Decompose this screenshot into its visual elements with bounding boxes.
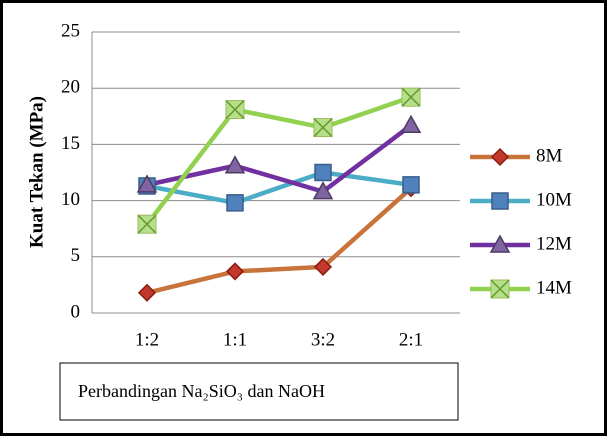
y-tick-label: 15 — [61, 133, 80, 154]
legend-label: 14M — [536, 277, 572, 298]
marker — [312, 181, 334, 200]
marker — [313, 118, 333, 138]
y-axis-label: Kuat Tekan (MPa) — [26, 96, 47, 248]
marker — [225, 262, 245, 281]
marker — [226, 194, 244, 212]
marker — [136, 174, 158, 193]
series-line — [146, 170, 412, 206]
marker — [225, 100, 245, 120]
y-tick-label: 0 — [71, 301, 81, 322]
marker-part — [137, 214, 157, 234]
marker — [400, 114, 422, 134]
marker — [314, 163, 332, 182]
series-line — [146, 186, 413, 295]
marker-part — [401, 87, 421, 107]
marker — [490, 279, 510, 299]
marker — [402, 176, 420, 194]
marker — [489, 234, 511, 253]
marker — [313, 257, 333, 276]
marker — [491, 192, 509, 210]
legend-label: 8M — [536, 145, 563, 166]
x-tick-label: 1:2 — [135, 329, 159, 350]
marker — [490, 147, 510, 167]
y-tick-label: 5 — [71, 245, 81, 266]
marker — [137, 283, 157, 302]
marker-part — [490, 279, 510, 299]
legend-label: 12M — [536, 233, 572, 254]
series-line — [146, 123, 413, 194]
series-line — [145, 95, 412, 226]
y-tick-label: 20 — [61, 77, 80, 98]
x-tick-label: 2:1 — [399, 329, 423, 350]
x-label-box — [59, 362, 459, 421]
marker-part — [313, 118, 333, 138]
x-tick-label: 1:1 — [223, 329, 247, 350]
y-tick-label: 25 — [61, 20, 80, 41]
x-tick-label: 3:2 — [311, 329, 335, 350]
y-tick-label: 10 — [61, 189, 80, 210]
marker — [401, 87, 421, 107]
marker-part — [225, 100, 245, 120]
marker — [224, 155, 246, 174]
legend-label: 10M — [536, 189, 572, 210]
x-axis-label: Perbandingan Na₂SiO₃ dan NaOH — [78, 381, 325, 401]
marker — [137, 214, 157, 234]
